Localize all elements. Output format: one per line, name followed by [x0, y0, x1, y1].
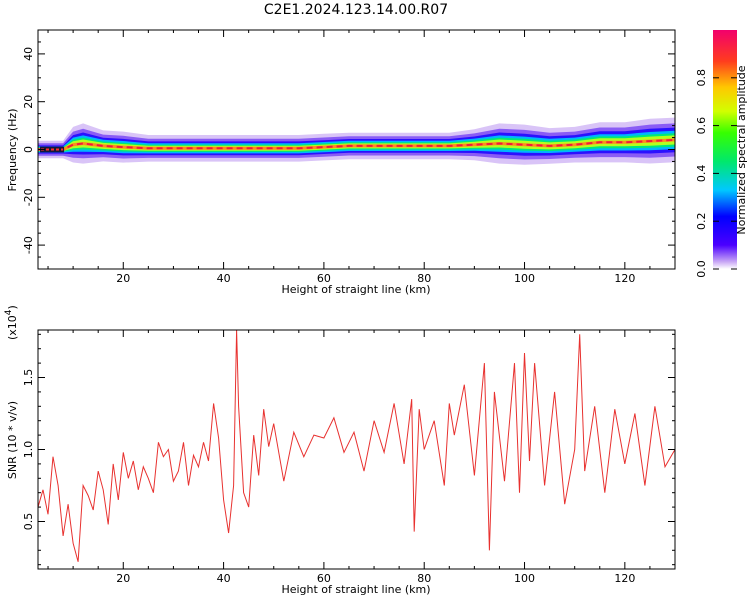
svg-text:(x104): (x104) — [4, 305, 19, 340]
colorbar-tick-label: 0.0 — [695, 260, 708, 278]
spectrogram-ylabel: Frequency (Hz) — [6, 109, 19, 192]
colorbar: 0.0 0.2 0.4 0.6 0.8 Normalized spectral ampl… — [695, 30, 748, 278]
y-tick-label: 0.5 — [22, 513, 35, 531]
x-tick-label: 40 — [217, 272, 231, 285]
snr-series-line — [38, 330, 675, 562]
colorbar-tick-label: 0.4 — [695, 165, 708, 183]
snr-ylabel: SNR (10 * v/v) — [6, 401, 19, 479]
colorbar-tick-label: 0.6 — [695, 117, 708, 135]
figure-title: C2E1.2024.123.14.00.R07 — [264, 2, 448, 18]
y-tick-label: 1.5 — [22, 369, 35, 387]
colorbar-tick-label: 0.8 — [695, 69, 708, 87]
x-tick-label: 20 — [116, 572, 130, 585]
x-tick-label: 120 — [614, 572, 635, 585]
colorbar-gradient — [713, 30, 737, 269]
colorbar-label: Normalized spectral amplitude — [735, 65, 748, 234]
snr-multiplier-exp: 4 — [4, 309, 14, 315]
y-tick-label: 20 — [22, 95, 35, 109]
x-tick-label: 80 — [417, 572, 431, 585]
x-tick-label: 100 — [514, 272, 535, 285]
snr-multiplier: (x104) — [4, 305, 19, 340]
x-tick-label: 60 — [317, 272, 331, 285]
snr-xlabel: Height of straight line (km) — [281, 583, 430, 596]
snr-panel: 20 40 60 80 100 120 0.5 1.0 1.5 Height of straig… — [4, 305, 676, 596]
spectrogram-axes: 20 40 60 80 100 120 -40 -20 0 20 40 — [22, 29, 676, 285]
x-tick-label: 60 — [317, 572, 331, 585]
x-tick-label: 100 — [514, 572, 535, 585]
spectral-peak-band — [38, 117, 675, 165]
y-tick-label: 1.0 — [22, 441, 35, 459]
y-tick-label: -40 — [22, 236, 35, 254]
snr-axes: 20 40 60 80 100 120 0.5 1.0 1.5 — [22, 330, 676, 585]
band-red-ridge — [38, 138, 675, 151]
colorbar-ticks: 0.0 0.2 0.4 0.6 0.8 — [695, 69, 737, 278]
y-tick-label: 0 — [22, 146, 35, 153]
colorbar-tick-label: 0.2 — [695, 212, 708, 230]
x-tick-label: 80 — [417, 272, 431, 285]
snr-frame — [37, 329, 676, 570]
y-tick-label: 40 — [22, 47, 35, 61]
y-tick-label: -20 — [22, 188, 35, 206]
spectrogram-panel: 20 40 60 80 100 120 -40 -20 0 20 40 Height of stra… — [6, 29, 676, 296]
snr-multiplier-base: (x10 — [6, 315, 19, 340]
x-tick-label: 40 — [217, 572, 231, 585]
x-tick-label: 20 — [116, 272, 130, 285]
x-tick-label: 120 — [614, 272, 635, 285]
spectrogram-xlabel: Height of straight line (km) — [281, 283, 430, 296]
